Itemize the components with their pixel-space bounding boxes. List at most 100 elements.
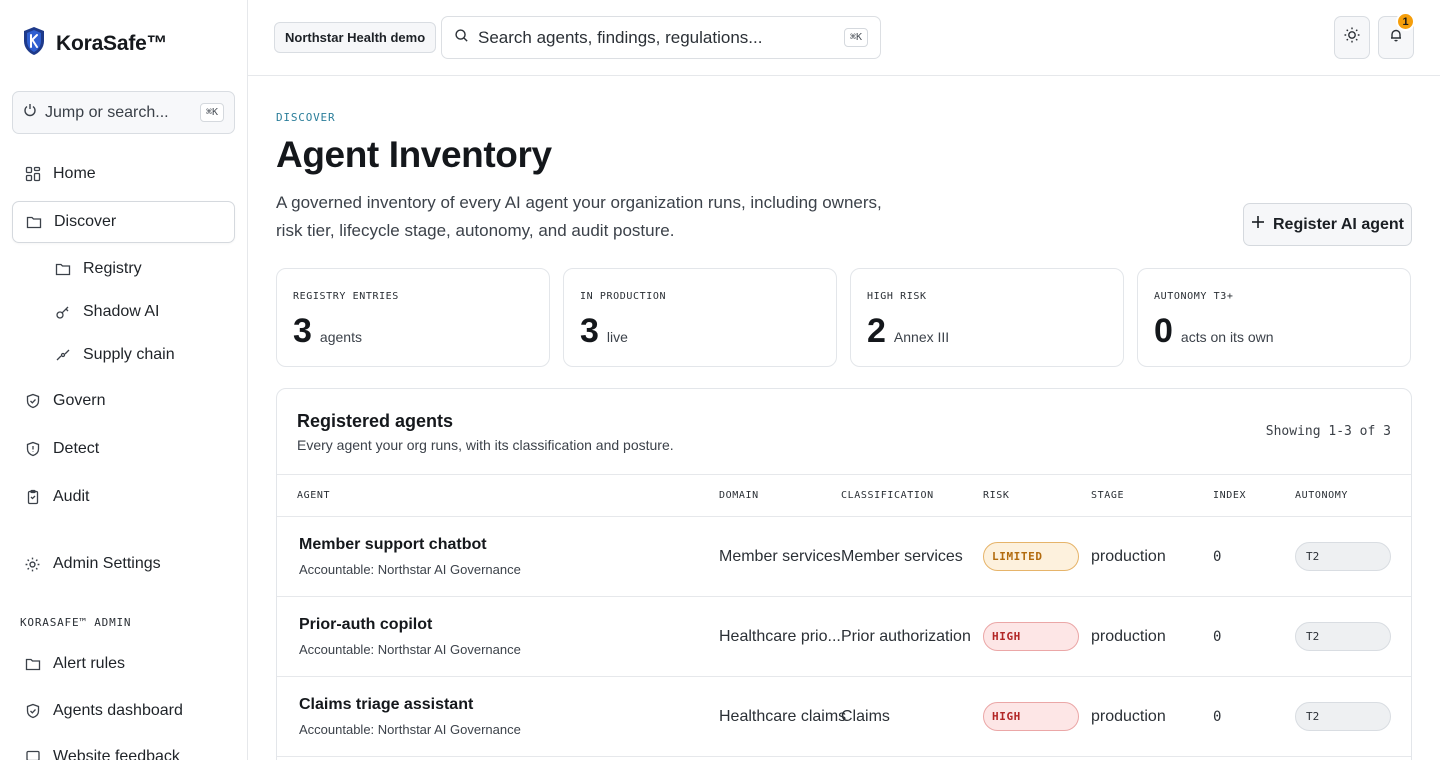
gear-icon <box>24 556 41 573</box>
column-header-stage[interactable]: STAGE <box>1091 490 1125 501</box>
sidebar-item-label: Supply chain <box>83 346 175 363</box>
jump-shortcut: ⌘K <box>199 103 224 122</box>
shield-alert-icon <box>24 441 41 458</box>
search-icon <box>454 28 469 48</box>
stat-unit: live <box>606 329 628 345</box>
sidebar-item-audit[interactable]: Audit <box>12 476 235 518</box>
admin-section-label: KORASAFE™ ADMIN <box>20 616 132 629</box>
agent-accountable: Accountable: Northstar AI Governance <box>299 722 521 737</box>
sidebar-item-label: Shadow AI <box>83 303 160 320</box>
sidebar-item-supply-chain[interactable]: Supply chain <box>42 334 235 376</box>
sidebar-item-website-feedback[interactable]: Website feedback <box>12 736 235 760</box>
shield-logo-icon <box>22 26 46 61</box>
stat-card-high-risk: HIGH RISK 2 Annex III <box>850 268 1124 367</box>
agent-accountable: Accountable: Northstar AI Governance <box>299 642 521 657</box>
agent-classification: Claims <box>841 708 890 725</box>
sidebar-item-label: Registry <box>83 260 142 277</box>
plus-icon <box>1251 215 1265 234</box>
sidebar-item-alert-rules[interactable]: Alert rules <box>12 643 235 685</box>
theme-toggle-button[interactable] <box>1334 16 1370 59</box>
sidebar-item-discover[interactable]: Discover <box>12 201 235 243</box>
risk-badge: LIMITED <box>983 542 1079 571</box>
sidebar-item-label: Govern <box>53 392 106 409</box>
autonomy-badge: T2 <box>1295 542 1391 571</box>
grid-icon <box>24 166 41 183</box>
notifications-button[interactable]: 1 <box>1378 12 1415 59</box>
stat-unit: Annex III <box>893 329 950 345</box>
sidebar-item-home[interactable]: Home <box>12 153 235 195</box>
stat-card-autonomy: AUTONOMY T3+ 0 acts on its own <box>1137 268 1411 367</box>
agent-stage: production <box>1091 708 1166 725</box>
jump-search[interactable]: Jump or search... ⌘K <box>12 91 235 134</box>
risk-badge: HIGH <box>983 702 1079 731</box>
notification-count-badge: 1 <box>1396 12 1415 31</box>
sidebar-item-govern[interactable]: Govern <box>12 380 235 422</box>
stat-card-production: IN PRODUCTION 3 live <box>563 268 837 367</box>
table-title: Registered agents <box>297 411 454 431</box>
search-shortcut: ⌘K <box>843 28 868 47</box>
sidebar-item-detect[interactable]: Detect <box>12 428 235 470</box>
stat-label: REGISTRY ENTRIES <box>293 291 399 302</box>
agent-domain: Member services <box>719 548 841 565</box>
register-agent-label: Register AI agent <box>1273 215 1404 233</box>
agent-stage: production <box>1091 548 1166 565</box>
table-row[interactable]: Claims triage assistant Accountable: Nor… <box>277 677 1411 757</box>
shield-check-icon <box>24 703 41 720</box>
brand-name: KoraSafe™ <box>56 31 168 55</box>
sidebar-item-label: Website feedback <box>53 748 180 760</box>
agent-domain: Healthcare claims <box>719 708 847 725</box>
agents-table-card: Registered agents Every agent your org r… <box>276 388 1412 760</box>
risk-badge: HIGH <box>983 622 1079 651</box>
key-icon <box>54 304 71 321</box>
sidebar-item-label: Audit <box>53 488 90 505</box>
column-header-index[interactable]: INDEX <box>1213 490 1247 501</box>
table-header: AGENT DOMAIN CLASSIFICATION RISK STAGE I… <box>277 474 1411 517</box>
column-header-domain[interactable]: DOMAIN <box>719 490 759 501</box>
sidebar-item-label: Alert rules <box>53 655 126 672</box>
agent-classification: Prior authorization <box>841 628 971 645</box>
agent-name[interactable]: Member support chatbot <box>299 536 487 553</box>
stat-value: 2 <box>867 312 886 350</box>
power-icon <box>23 103 37 122</box>
sidebar-item-label: Detect <box>53 440 100 457</box>
page-eyebrow: DISCOVER <box>276 111 336 124</box>
column-header-agent[interactable]: AGENT <box>297 490 331 501</box>
column-header-classification[interactable]: CLASSIFICATION <box>841 490 934 501</box>
demo-badge[interactable]: Northstar Health demo <box>274 22 437 53</box>
table-row[interactable]: Prior-auth copilot Accountable: Northsta… <box>277 597 1411 677</box>
agent-index: 0 <box>1213 629 1222 645</box>
sidebar-item-admin-settings[interactable]: Admin Settings <box>12 543 235 585</box>
sidebar-item-label: Admin Settings <box>53 555 161 572</box>
sidebar: KoraSafe™ Jump or search... ⌘K Home Disc… <box>0 0 248 760</box>
agent-name[interactable]: Claims triage assistant <box>299 696 474 713</box>
sidebar-item-registry[interactable]: Registry <box>42 248 235 290</box>
agent-index: 0 <box>1213 549 1222 565</box>
stat-label: HIGH RISK <box>867 291 927 302</box>
global-search-input[interactable]: Search agents, findings, regulations... … <box>441 16 881 59</box>
stat-label: AUTONOMY T3+ <box>1154 291 1234 302</box>
topbar: Northstar Health demo Search agents, fin… <box>248 0 1440 76</box>
folder-icon <box>24 656 41 673</box>
agent-classification: Member services <box>841 548 963 565</box>
register-agent-button[interactable]: Register AI agent <box>1243 203 1412 246</box>
column-header-risk[interactable]: RISK <box>983 490 1010 501</box>
sidebar-item-shadow-ai[interactable]: Shadow AI <box>42 291 235 333</box>
stat-unit: agents <box>319 329 362 345</box>
table-row[interactable]: Member support chatbot Accountable: Nort… <box>277 517 1411 597</box>
agent-domain: Healthcare prio... <box>719 628 841 645</box>
agent-name[interactable]: Prior-auth copilot <box>299 616 433 633</box>
autonomy-badge: T2 <box>1295 702 1391 731</box>
sidebar-item-label: Discover <box>54 213 117 230</box>
page-title: Agent Inventory <box>276 134 552 175</box>
sun-icon <box>1343 26 1361 49</box>
sidebar-item-agents-dashboard[interactable]: Agents dashboard <box>12 690 235 732</box>
brand[interactable]: KoraSafe™ <box>22 26 168 61</box>
column-header-autonomy[interactable]: AUTONOMY <box>1295 490 1348 501</box>
table-count: Showing 1-3 of 3 <box>1265 424 1391 439</box>
sidebar-item-label: Home <box>53 165 96 182</box>
folder-icon <box>54 261 71 278</box>
jump-placeholder: Jump or search... <box>45 103 169 121</box>
stat-value: 0 <box>1154 312 1173 350</box>
chain-icon <box>54 347 71 364</box>
sidebar-item-label: Agents dashboard <box>53 702 183 719</box>
